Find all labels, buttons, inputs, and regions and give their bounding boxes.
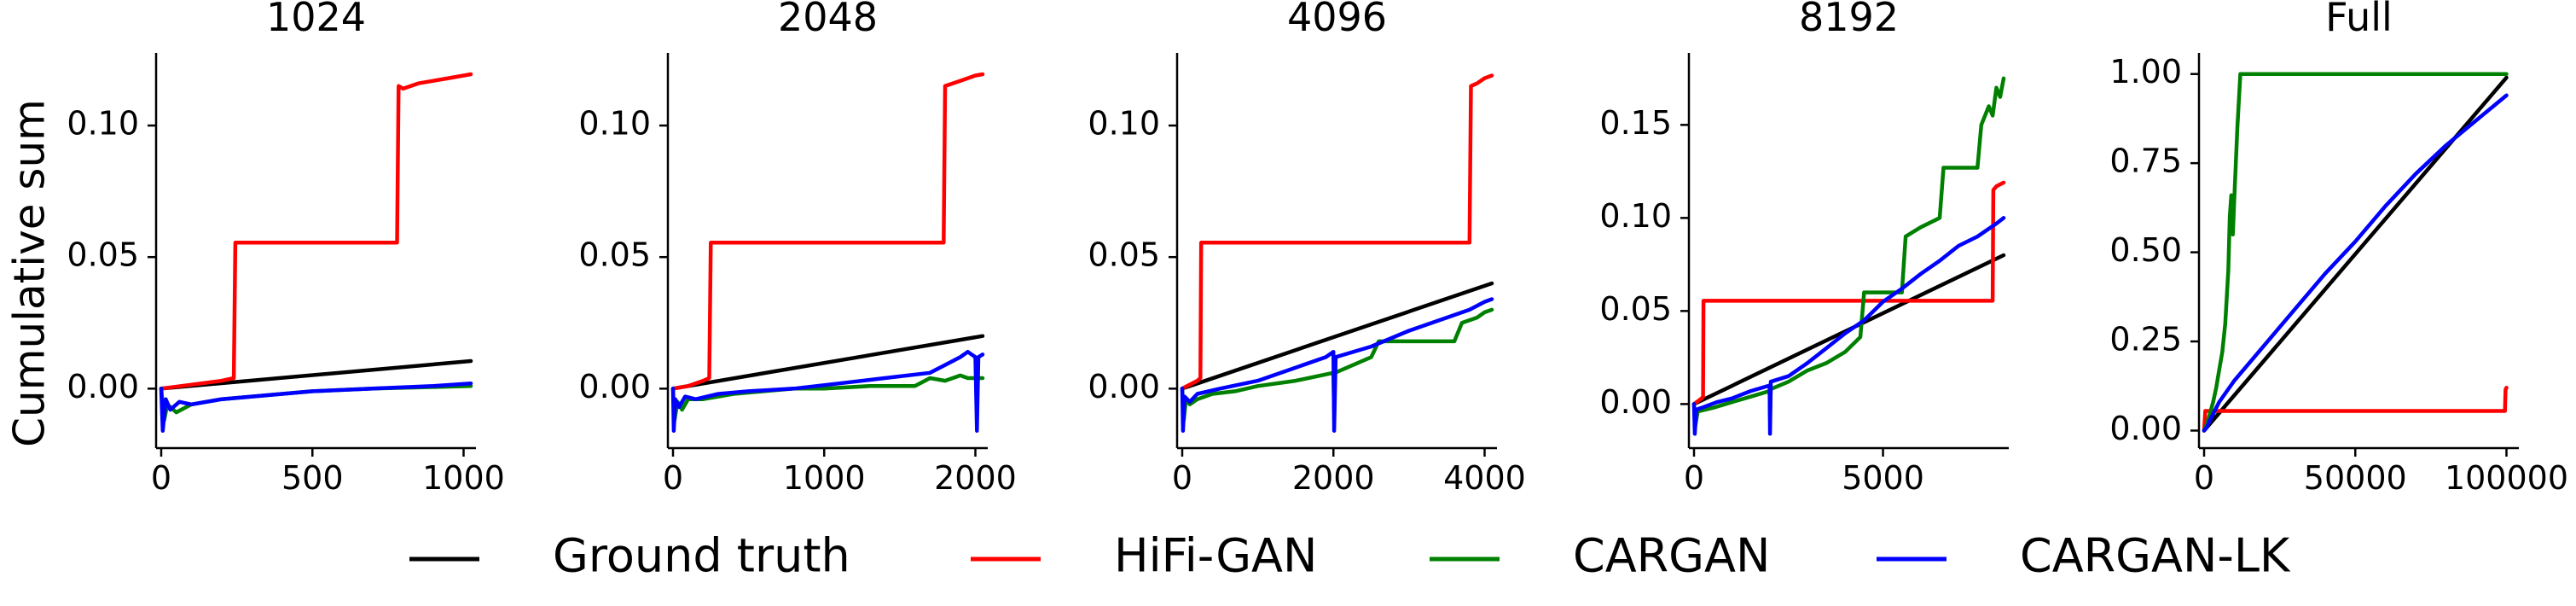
series-line-cargan-lk	[1180, 297, 1494, 433]
legend-item-cargan: CARGAN	[1430, 529, 1770, 583]
chart-panel-1024: 1024 0 500 1000 0.00 0.05 0.10	[67, 0, 504, 497]
series-line-hifi-gan	[1691, 180, 2006, 406]
legend-item-hifi-gan: HiFi-GAN	[971, 529, 1317, 583]
series-line-ground-truth	[1180, 281, 1494, 391]
y-tick-label: 0.10	[578, 105, 651, 143]
x-tick-label: 2000	[1292, 459, 1375, 497]
panel-title: Full	[2325, 0, 2393, 40]
chart-panel-4096: 4096 0 2000 4000 0.00 0.05 0.10	[1088, 0, 1525, 497]
y-tick-label: 0.00	[578, 368, 651, 405]
y-tick-label: 0.05	[1599, 290, 1672, 328]
series-line-cargan	[2202, 72, 2509, 433]
x-tick-label: 500	[281, 459, 344, 497]
legend-item-cargan-lk: CARGAN-LK	[1877, 529, 2291, 583]
series-line-cargan-lk	[670, 349, 985, 433]
y-tick-label: 0.10	[1599, 197, 1672, 235]
series-line-cargan-lk	[1691, 216, 2006, 436]
x-tick-label: 0	[1172, 459, 1192, 497]
x-tick-label: 1000	[783, 459, 866, 497]
chart-panel-full: Full 0 50000 100000 0.00 0.25 0.50 0.75 1.00	[2109, 0, 2568, 497]
series-line-ground-truth	[159, 358, 473, 391]
x-tick-label: 1000	[422, 459, 505, 497]
legend-label: CARGAN	[1573, 529, 1770, 583]
x-tick-label: 0	[663, 459, 683, 497]
legend-item-ground-truth: Ground truth	[409, 529, 850, 583]
panel-title: 1024	[266, 0, 366, 40]
panel-title: 2048	[778, 0, 878, 40]
legend: Ground truth HiFi-GAN CARGAN CARGAN-LK	[409, 529, 2291, 583]
y-tick-label: 0.10	[1088, 105, 1160, 143]
series-line-hifi-gan	[159, 72, 473, 391]
x-tick-label: 0	[2194, 459, 2214, 497]
legend-label: CARGAN-LK	[2020, 529, 2291, 583]
y-tick-label: 1.00	[2109, 53, 2182, 90]
x-tick-label: 0	[151, 459, 171, 497]
series-line-cargan-lk	[2202, 93, 2509, 433]
series-line-cargan-lk	[159, 381, 473, 433]
x-tick-label: 5000	[1842, 459, 1924, 497]
panel-title: 8192	[1799, 0, 1899, 40]
y-tick-label: 0.00	[1599, 383, 1672, 421]
y-tick-label: 0.50	[2109, 231, 2182, 269]
x-tick-label: 100000	[2445, 459, 2568, 497]
chart-panel-2048: 2048 0 1000 2000 0.00 0.05 0.10	[578, 0, 1016, 497]
x-tick-label: 4000	[1443, 459, 1526, 497]
legend-label: Ground truth	[553, 529, 850, 583]
y-tick-label: 0.00	[2109, 410, 2182, 447]
x-tick-label: 2000	[934, 459, 1017, 497]
chart-panel-8192: 8192 0 5000 0.00 0.05 0.10 0.15	[1599, 0, 2009, 497]
x-tick-label: 0	[1684, 459, 1704, 497]
y-tick-label: 0.25	[2109, 321, 2182, 358]
y-tick-label: 0.05	[578, 236, 651, 274]
series-line-hifi-gan	[1180, 73, 1494, 391]
y-tick-label: 0.75	[2109, 143, 2182, 180]
y-tick-label: 0.05	[67, 236, 139, 274]
panel-title: 4096	[1287, 0, 1387, 40]
series-line-cargan	[1691, 76, 2006, 428]
chart-panels: 1024 0 500 1000 0.00 0.05 0.10 2048 0 1000 2000 0.0…	[67, 0, 2568, 497]
series-line-hifi-gan	[2202, 386, 2509, 433]
y-tick-label: 0.00	[1088, 368, 1160, 405]
y-tick-label: 0.05	[1088, 236, 1160, 274]
y-tick-label: 0.00	[67, 368, 139, 405]
series-line-ground-truth	[670, 334, 985, 391]
legend-label: HiFi-GAN	[1114, 529, 1317, 583]
series-line-hifi-gan	[670, 72, 985, 391]
y-tick-label: 0.15	[1599, 104, 1672, 142]
y-tick-label: 0.10	[67, 105, 139, 143]
x-tick-label: 50000	[2304, 459, 2407, 497]
y-axis-label: Cumulative sum	[5, 99, 55, 447]
